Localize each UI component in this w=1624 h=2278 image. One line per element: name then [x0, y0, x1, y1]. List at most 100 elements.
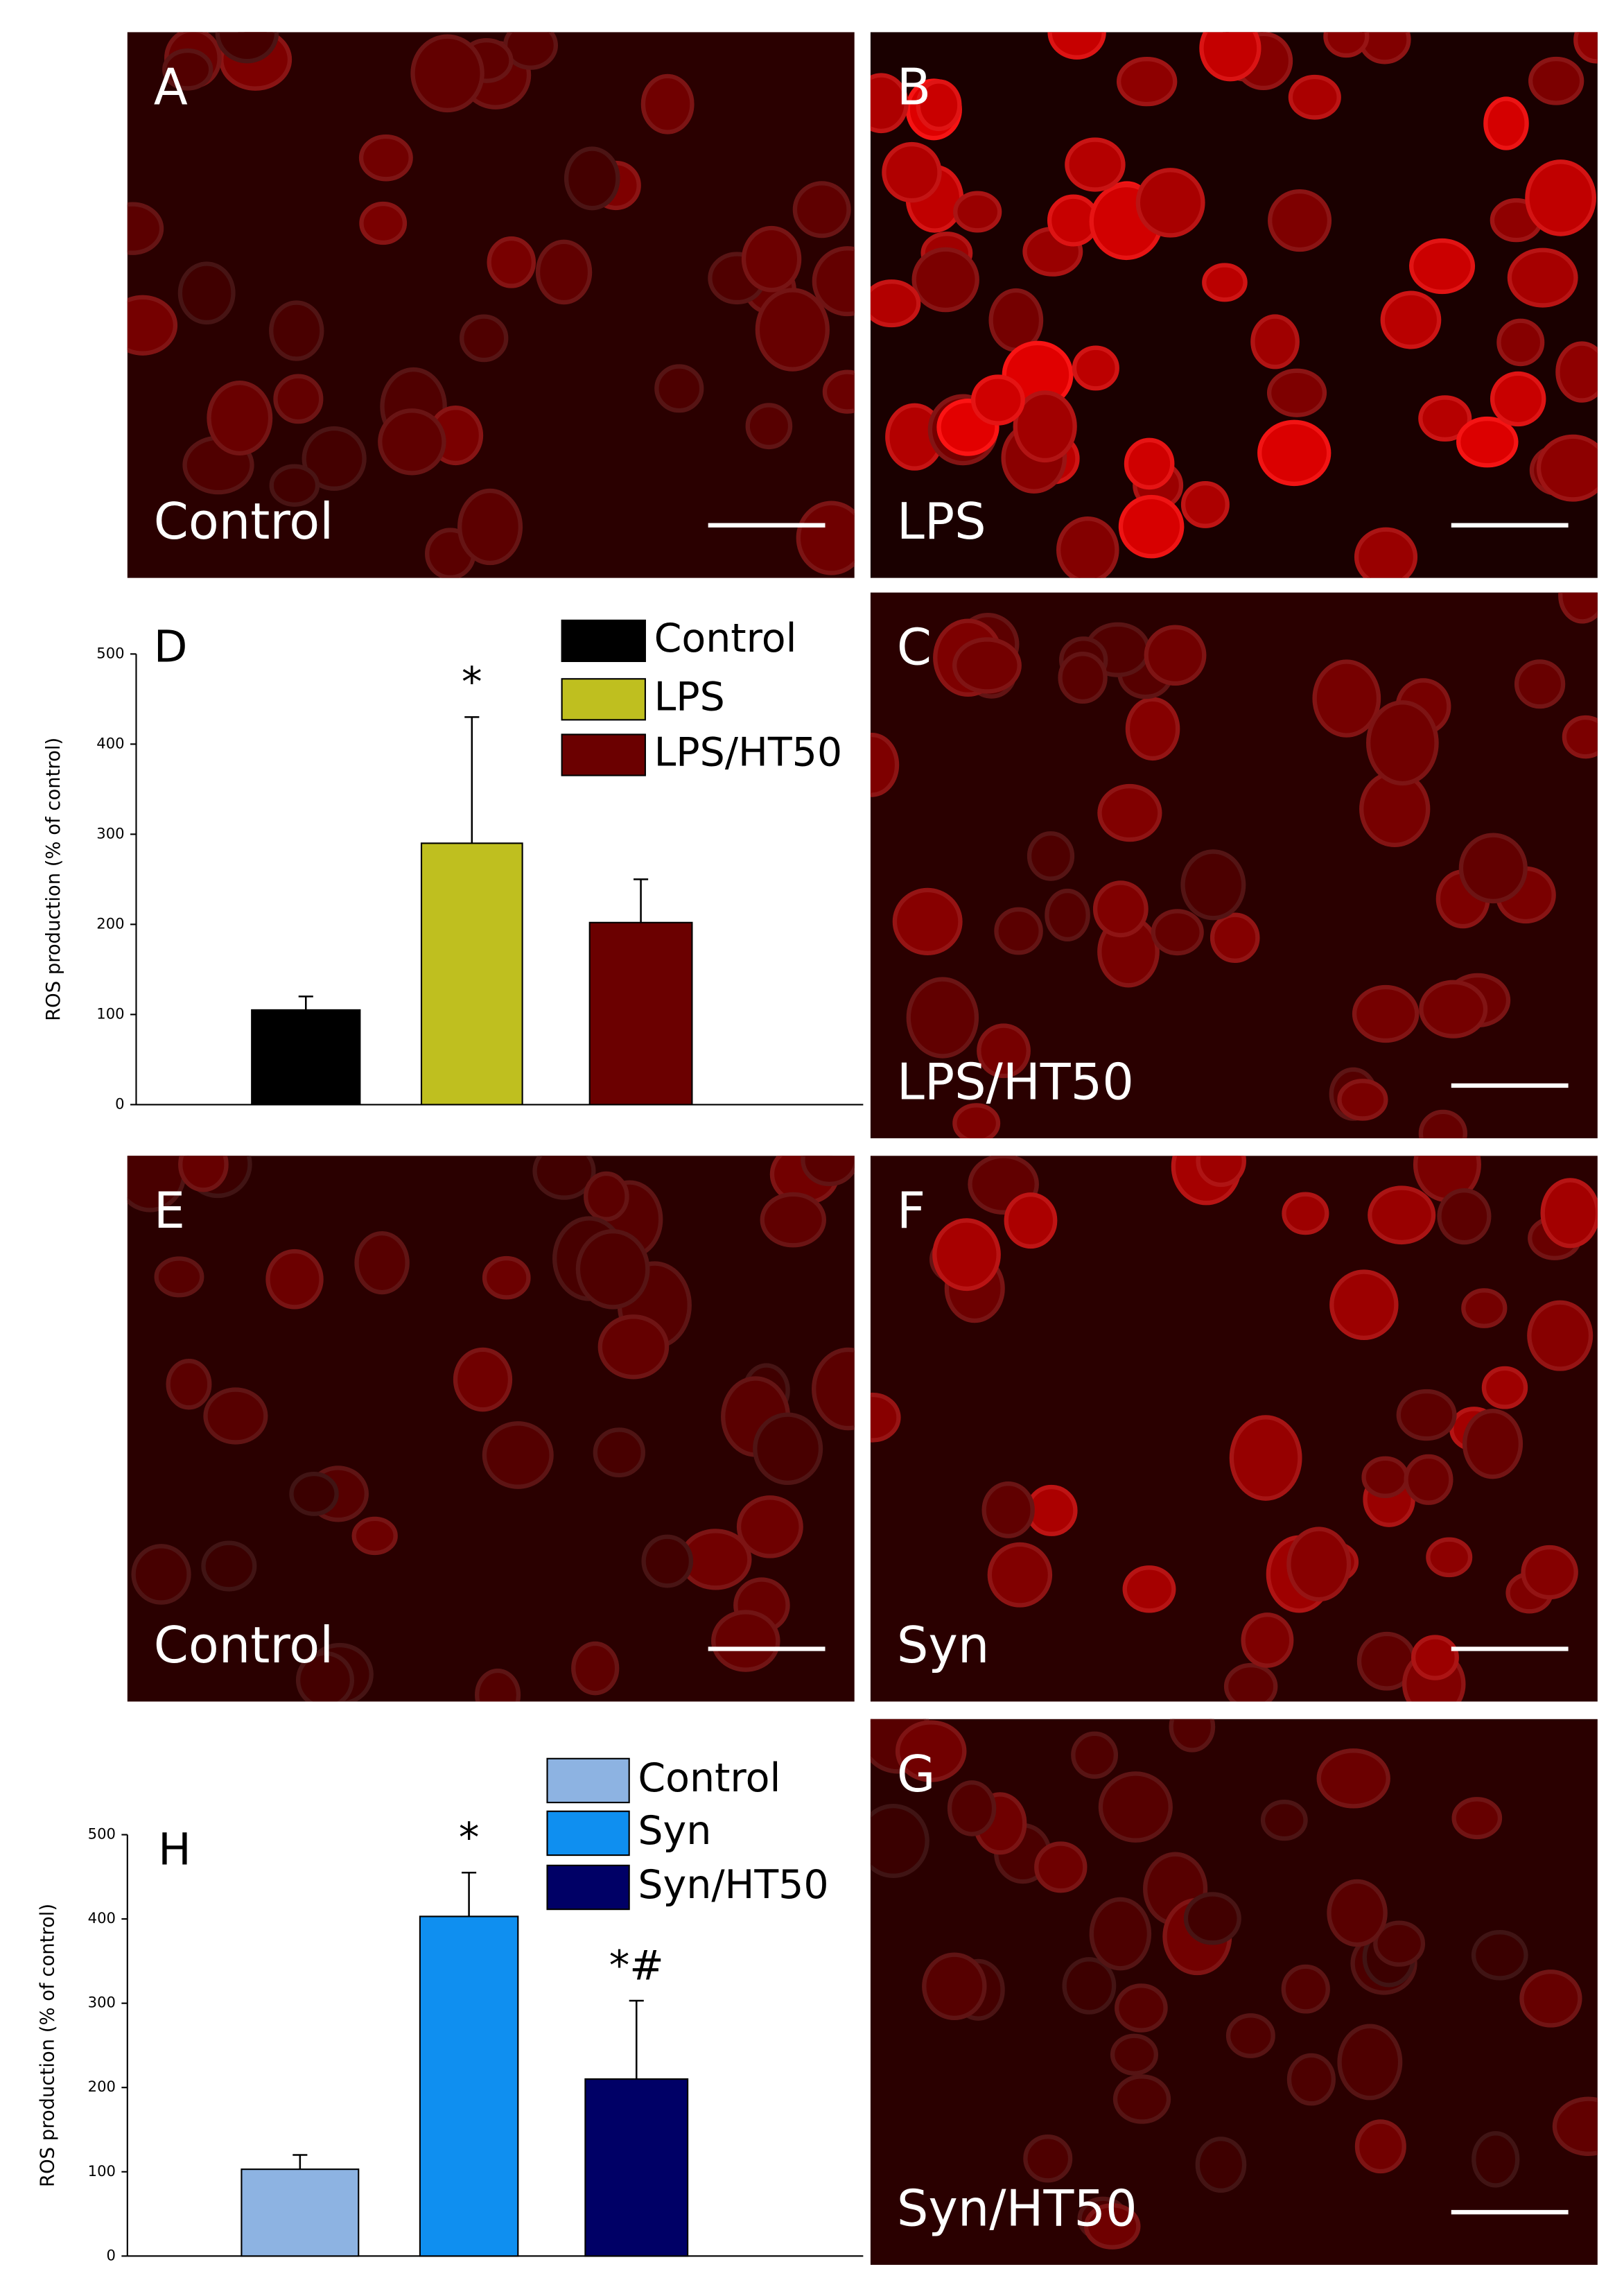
cell	[1034, 1841, 1088, 1893]
y-tick-label: 300	[88, 1994, 116, 2011]
bar	[420, 842, 523, 1106]
cells	[870, 1156, 1598, 1702]
cell	[358, 134, 413, 182]
cell	[359, 201, 408, 245]
panel-letter: B	[897, 58, 931, 116]
cell	[1260, 1800, 1308, 1841]
cell	[1056, 516, 1119, 578]
cell	[988, 288, 1044, 352]
cell	[351, 1516, 398, 1556]
micrograph-bg	[127, 32, 855, 578]
cell	[1552, 2096, 1598, 2157]
cell	[1210, 912, 1260, 963]
panel-label: Control	[154, 1616, 333, 1674]
panel-letter: C	[897, 618, 932, 677]
cell	[597, 1314, 670, 1380]
cell	[1396, 1389, 1457, 1441]
cell	[1124, 437, 1175, 490]
cell	[736, 1495, 803, 1558]
cell	[1116, 56, 1178, 107]
cell	[289, 1471, 339, 1516]
cell	[1151, 909, 1204, 956]
y-axis-label: ROS production (% of control)	[43, 738, 64, 1021]
cell	[1045, 888, 1090, 942]
cell	[641, 1534, 694, 1588]
cell	[1047, 32, 1106, 60]
y-tick-label: 300	[96, 824, 124, 842]
cell	[870, 73, 909, 134]
cell	[1404, 1454, 1453, 1505]
cell	[295, 1651, 355, 1702]
cell	[1023, 2134, 1073, 2183]
cell	[1004, 1192, 1058, 1249]
cell	[745, 403, 793, 450]
cell	[1373, 1920, 1426, 1967]
significance-mark: *	[462, 658, 482, 706]
cell	[1183, 1892, 1241, 1945]
y-tick-label: 400	[96, 734, 124, 751]
cell	[1286, 1527, 1352, 1602]
cell	[1225, 2013, 1275, 2058]
cell	[882, 141, 942, 203]
cell	[977, 1023, 1031, 1079]
cell	[1180, 849, 1246, 921]
cell	[177, 261, 236, 325]
cell	[1411, 1635, 1459, 1680]
cell	[1472, 2131, 1520, 2188]
cell	[1527, 1300, 1594, 1371]
cell	[1125, 697, 1180, 761]
cell	[154, 1256, 204, 1298]
cell	[870, 279, 921, 328]
panel-letter: G	[897, 1745, 936, 1803]
cell	[1202, 263, 1248, 302]
cell	[1092, 880, 1149, 938]
cell	[1288, 74, 1341, 120]
cell	[1281, 1964, 1330, 2014]
cell	[870, 1392, 901, 1443]
legend-label: Control	[638, 1755, 780, 1801]
cell	[1368, 1185, 1436, 1245]
panel-letter: F	[897, 1181, 925, 1240]
legend-swatch	[561, 678, 646, 721]
cell	[1409, 238, 1476, 295]
cell	[994, 907, 1043, 955]
cell	[1286, 2053, 1336, 2106]
cell	[1115, 1983, 1168, 2033]
cell	[378, 408, 446, 476]
cell	[1135, 168, 1205, 238]
cell	[1451, 1797, 1503, 1840]
bar	[241, 2168, 360, 2257]
micrograph: C LPS/HT50	[870, 592, 1598, 1138]
legend-label: Syn/HT50	[638, 1862, 828, 1908]
cell	[1555, 341, 1598, 403]
panel-label: LPS/HT50	[897, 1052, 1134, 1111]
panel-letter: H	[158, 1823, 191, 1875]
cell	[1089, 1897, 1152, 1971]
cell	[460, 314, 509, 363]
cell	[1025, 1484, 1078, 1536]
cell	[584, 1171, 629, 1221]
cells	[870, 32, 1598, 578]
cell	[215, 32, 279, 64]
cell	[1072, 345, 1119, 391]
panel-letter: D	[154, 621, 188, 672]
y-tick-label: 0	[115, 1095, 124, 1112]
cell	[741, 225, 802, 293]
cell	[1257, 419, 1331, 487]
cell	[1361, 1456, 1409, 1499]
cell	[970, 374, 1025, 426]
micrograph: E Control	[127, 1156, 855, 1702]
cells	[127, 32, 855, 578]
cell	[822, 369, 855, 414]
cell	[1097, 783, 1162, 842]
cell	[1329, 1269, 1399, 1341]
cell	[265, 1249, 324, 1310]
cell	[870, 1803, 929, 1878]
cell	[1122, 1565, 1176, 1613]
y-tick-label: 0	[106, 2246, 115, 2263]
cells	[870, 1719, 1598, 2250]
bar	[584, 2078, 689, 2257]
cell	[640, 73, 695, 134]
cell	[892, 887, 963, 956]
bar-chart: H ROS production (% of control) 0 100 200 300…	[37, 1755, 864, 2263]
